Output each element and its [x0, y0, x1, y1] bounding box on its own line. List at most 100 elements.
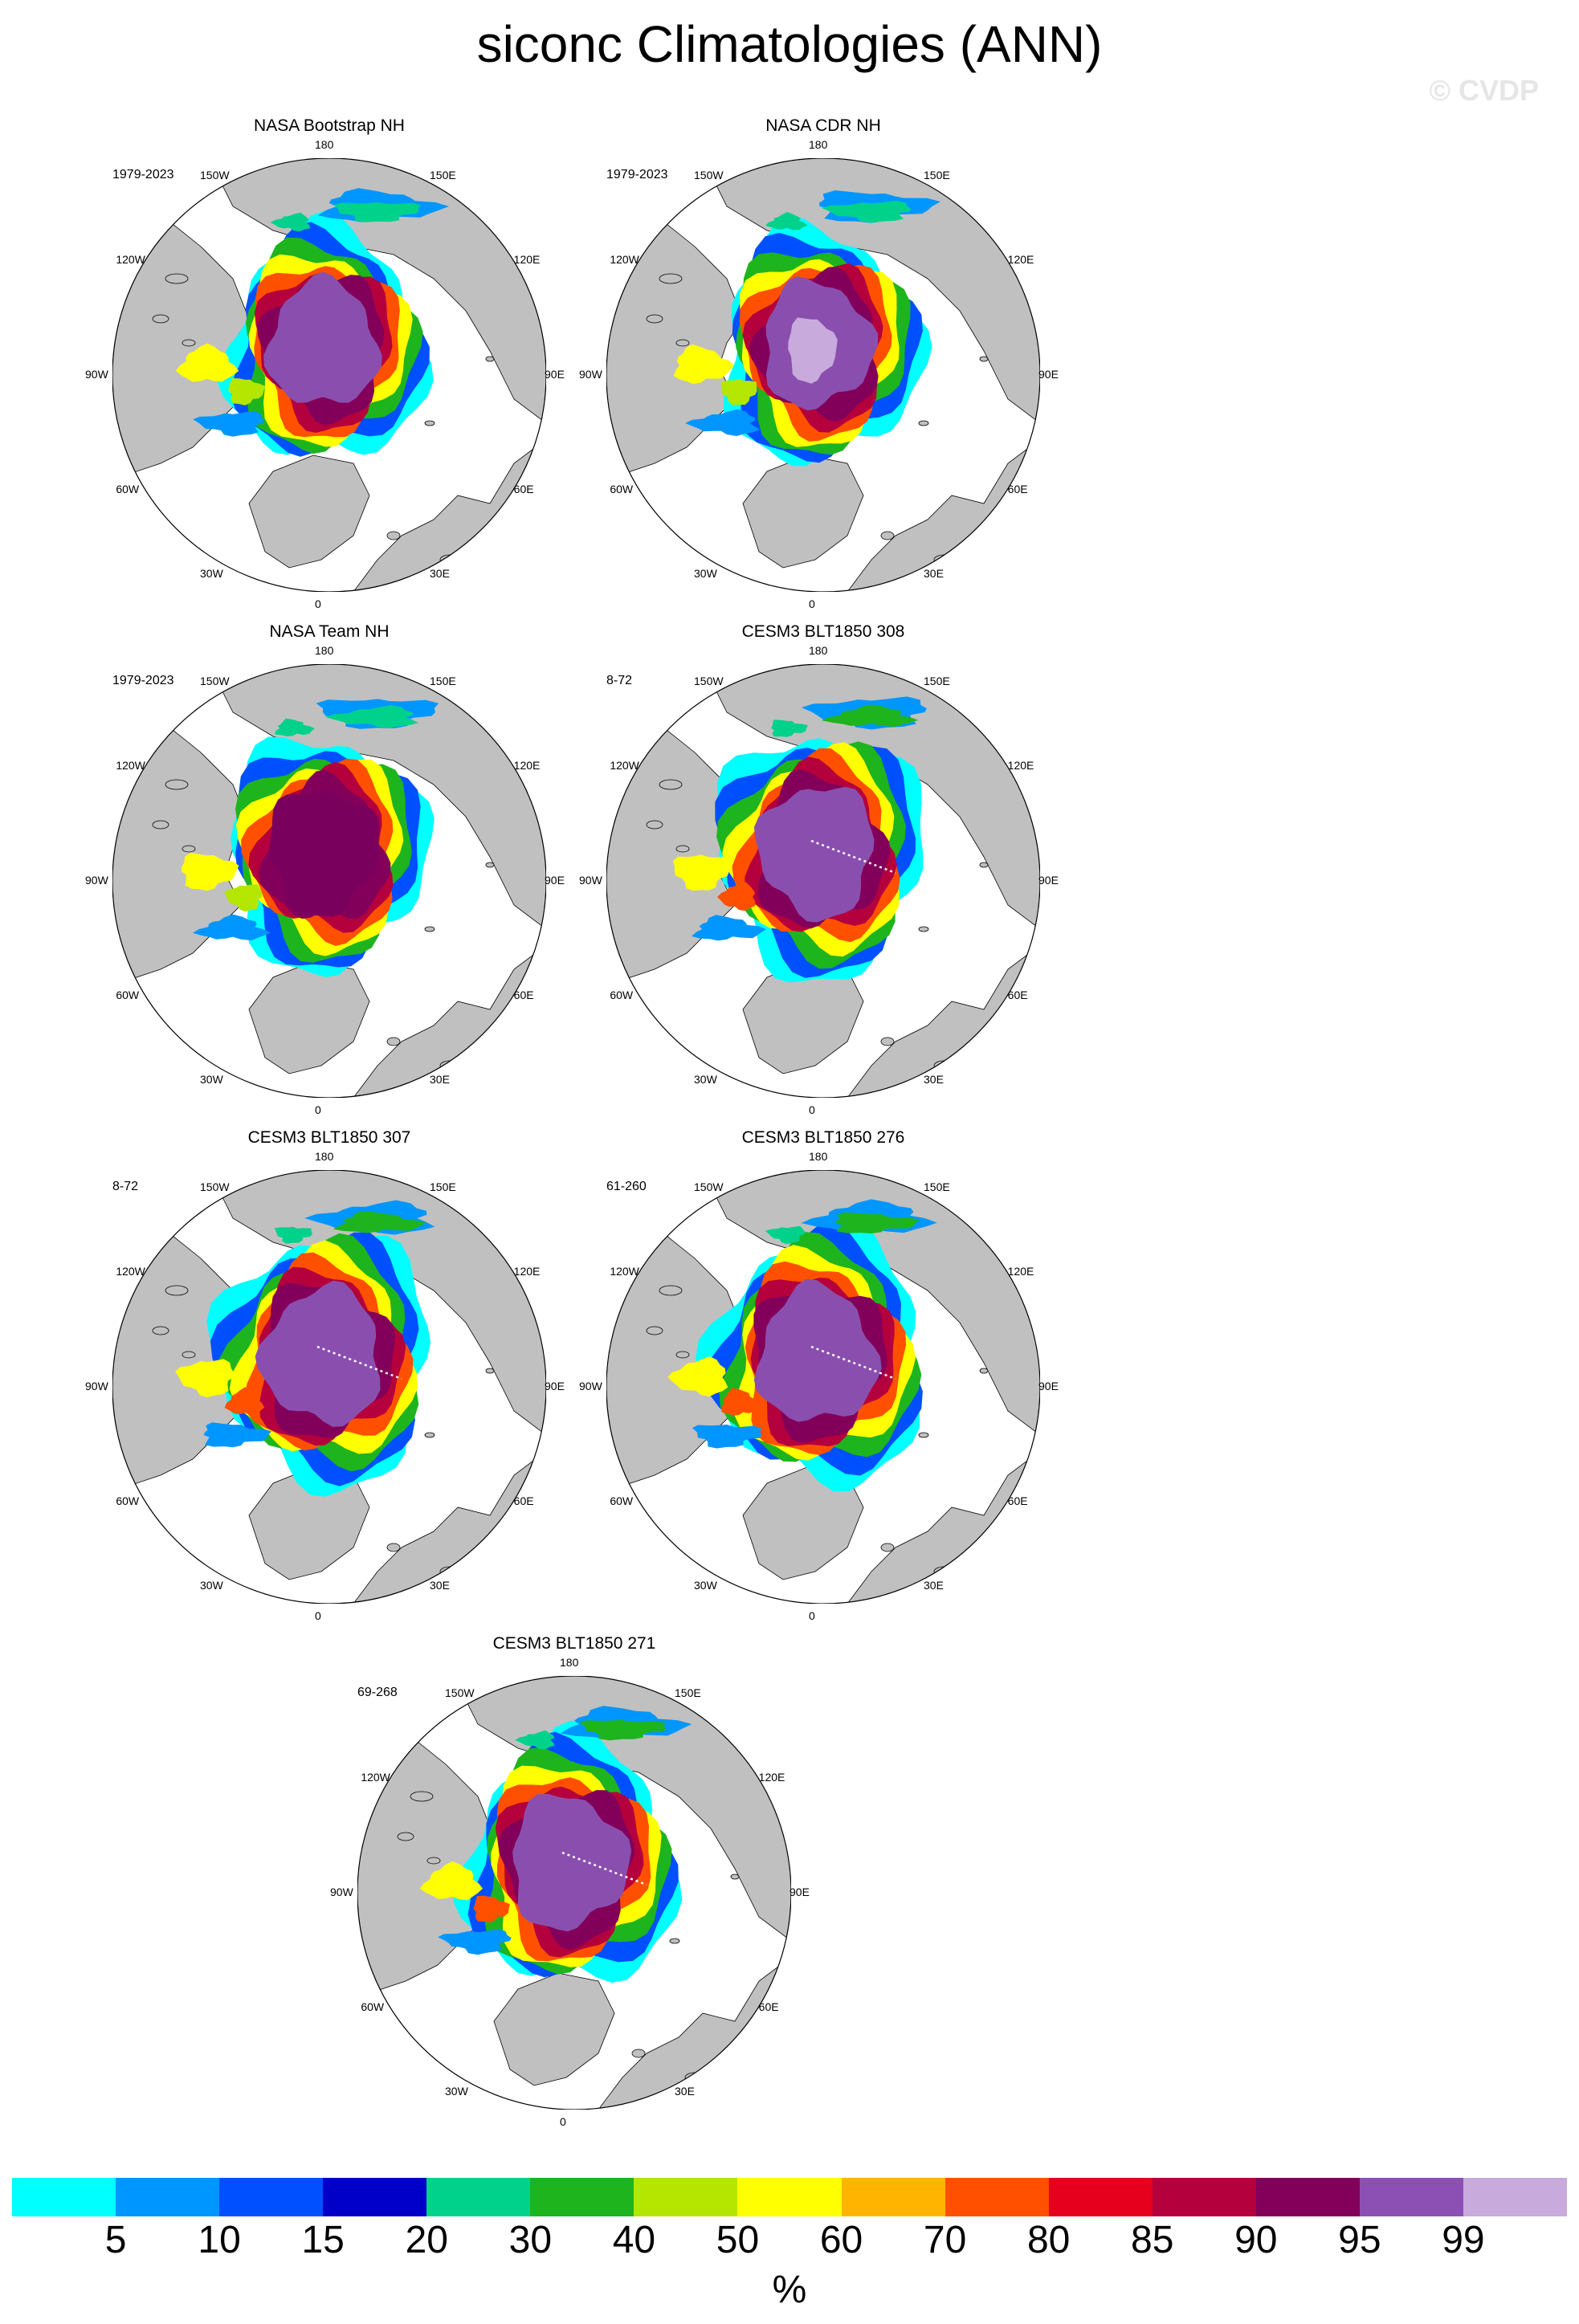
lon-label: 150E — [924, 169, 950, 182]
lon-label: 60E — [513, 989, 534, 1001]
lon-label: 30E — [430, 1578, 450, 1592]
polar-map — [112, 1170, 546, 1604]
baffin-ice — [721, 378, 757, 406]
hudson-bay-ice — [667, 1356, 728, 1397]
island — [979, 862, 989, 868]
lon-label: 0 — [809, 1609, 815, 1622]
lon-label: 0 — [809, 597, 815, 610]
island — [424, 926, 435, 932]
lon-label: 60W — [361, 2000, 385, 2013]
polar-map — [606, 1170, 1040, 1604]
okhotsk-ice-inner — [834, 1212, 920, 1233]
colorbar-tick-label: 10 — [198, 2219, 241, 2261]
lon-label: 60E — [1007, 1494, 1028, 1507]
labrador-ice — [685, 409, 760, 436]
ice-core — [754, 786, 875, 923]
island — [426, 1857, 441, 1865]
colorbar-box — [116, 2178, 220, 2216]
island — [918, 926, 929, 932]
colorbar-box — [634, 2178, 738, 2216]
map-panel: NASA CDR NH 1979-2023 180 150E 120E 90E 60E 30E… — [579, 116, 1096, 614]
lon-label: 0 — [315, 1609, 321, 1622]
lon-label: 150W — [200, 1180, 230, 1194]
island — [182, 339, 196, 347]
colorbar-tick-label: 95 — [1338, 2219, 1381, 2261]
lon-label: 120E — [513, 759, 541, 772]
colorbar-tick-label: 15 — [301, 2219, 345, 2261]
bering-ice — [515, 1730, 555, 1750]
lon-label: 90W — [85, 1380, 108, 1392]
lon-label: 120W — [610, 759, 639, 772]
hudson-bay-ice — [672, 854, 730, 891]
labrador-ice — [203, 1422, 271, 1448]
lon-label: 30W — [694, 1578, 717, 1592]
land-mass — [742, 455, 864, 569]
island — [485, 1368, 495, 1374]
lon-label: 180 — [560, 1656, 579, 1669]
colorbar-box — [219, 2178, 324, 2216]
island — [880, 1037, 895, 1046]
hudson-bay-ice — [673, 344, 734, 385]
lon-label: 90E — [545, 368, 565, 381]
lon-label: 120E — [1007, 1265, 1034, 1278]
lon-label: 180 — [315, 138, 334, 151]
map-panel: CESM3 BLT1850 307 8-72 180 150E 120E 90E 60E 30… — [85, 1128, 602, 1626]
colorbar-tick-label: 20 — [405, 2219, 448, 2261]
island — [152, 314, 169, 324]
land-mass — [493, 1972, 615, 2086]
lon-label: 60E — [513, 483, 534, 495]
panel-title: CESM3 BLT1850 276 — [741, 1128, 905, 1147]
labrador-ice — [438, 1929, 512, 1955]
lon-label: 150W — [694, 675, 724, 688]
lon-label: 0 — [560, 2115, 566, 2128]
lon-label: 90E — [1038, 874, 1059, 887]
island — [152, 820, 169, 830]
island — [485, 356, 495, 362]
island — [646, 314, 663, 324]
island — [646, 820, 663, 830]
lon-label: 90W — [85, 368, 108, 381]
colorbar-tick-label: 99 — [1442, 2219, 1485, 2261]
hudson-bay-ice — [420, 1861, 483, 1901]
island — [182, 1351, 196, 1359]
map-panel: NASA Bootstrap NH 1979-2023 180 150E 120E 90E… — [85, 116, 602, 614]
lon-label: 180 — [809, 644, 828, 657]
island — [880, 1543, 895, 1552]
baffin-ice — [224, 1387, 265, 1416]
colorbar-tick-label: 40 — [612, 2219, 656, 2261]
lon-label: 120E — [513, 253, 541, 266]
lon-label: 150E — [430, 169, 456, 182]
colorbar-tick-label: 90 — [1234, 2219, 1278, 2261]
island — [730, 1873, 740, 1880]
lon-label: 90W — [579, 368, 602, 381]
labrador-ice — [193, 410, 265, 437]
lon-label: 120W — [610, 1265, 639, 1278]
lon-label: 150E — [430, 1180, 456, 1194]
lon-label: 30E — [675, 2084, 695, 2098]
lon-label: 120E — [758, 1771, 785, 1784]
colorbar-box — [323, 2178, 427, 2216]
colorbar-box — [530, 2178, 634, 2216]
lon-label: 60E — [513, 1494, 534, 1507]
colorbar-unit: % — [772, 2269, 807, 2311]
polar-map — [606, 664, 1040, 1098]
labrador-ice — [193, 914, 271, 941]
island — [631, 2049, 646, 2058]
lon-label: 30W — [200, 1072, 223, 1086]
lon-label: 120W — [116, 759, 145, 772]
lon-label: 30E — [430, 566, 450, 580]
ice-core-inner — [788, 317, 838, 384]
colorbar-box — [737, 2178, 842, 2216]
ice-core — [263, 271, 382, 403]
island — [979, 356, 989, 362]
land-mass — [248, 455, 370, 569]
colorbar-box — [945, 2178, 1049, 2216]
lon-label: 30W — [445, 2084, 468, 2098]
colorbar-box — [841, 2178, 945, 2216]
baffin-ice — [228, 378, 266, 406]
bering-ice — [270, 212, 311, 232]
lon-label: 60W — [610, 989, 634, 1001]
lon-label: 150W — [200, 675, 230, 688]
polar-map — [112, 158, 546, 592]
okhotsk-ice-inner — [333, 1210, 427, 1233]
